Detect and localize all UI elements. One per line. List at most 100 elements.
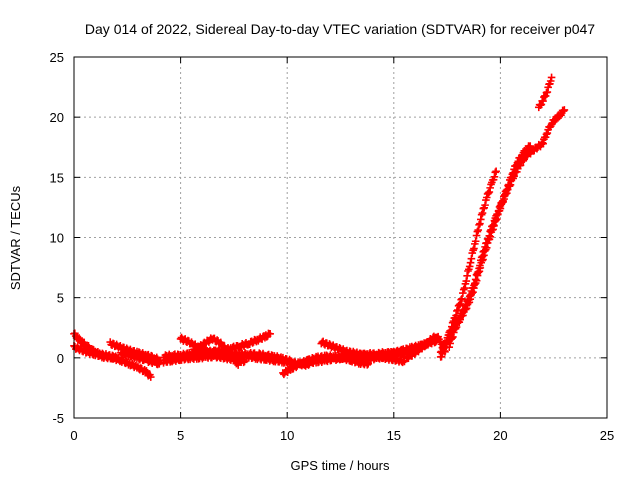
data-point [459,311,467,320]
data-point [560,106,569,114]
data-point [513,168,521,176]
data-point [484,189,493,197]
data-point [445,343,454,351]
data-point [499,198,507,206]
data-point [486,232,495,241]
data-point [493,210,502,219]
data-point [471,237,480,246]
x-tick-label: 20 [493,428,507,443]
data-point [472,276,481,285]
data-point [480,251,488,260]
data-point [492,216,500,225]
data-point [363,361,372,369]
x-tick-label: 5 [177,428,184,443]
data-point [459,289,467,297]
data-point [453,307,461,315]
series-arc20 [534,73,556,112]
y-tick-label: 10 [50,231,64,246]
series-arc18 [445,138,547,351]
data-point [510,172,518,181]
data-point [457,295,465,304]
data-point [492,167,500,176]
y-tick-label: 25 [50,50,64,65]
data-point [234,361,242,369]
data-point [502,189,511,198]
y-tick-label: 15 [50,170,64,185]
data-point [496,204,505,213]
data-point [478,256,486,265]
series-arc2 [70,341,155,381]
data-point [474,226,483,234]
data-point [475,267,484,276]
data-point [400,357,409,366]
data-point [456,300,465,308]
data-point [472,231,481,240]
data-point [463,272,471,280]
data-point [266,329,274,338]
data-point [469,288,477,297]
data-point [492,215,501,223]
data-point [468,289,476,297]
data-point [479,255,487,264]
y-tick-label: -5 [52,411,64,426]
data-point [491,168,500,177]
data-point [421,342,429,351]
data-point [452,323,461,331]
y-tick-label: 5 [57,291,64,306]
data-point [490,221,498,230]
series-arc15 [402,332,449,363]
data-point [478,209,487,217]
data-point [470,244,478,253]
data-point [466,258,475,267]
data-point [458,294,466,303]
y-tick-label: 20 [50,110,64,125]
data-point [489,175,498,184]
data-points [70,73,569,381]
data-point [486,184,494,192]
data-point [470,284,478,292]
data-point [506,180,515,189]
data-point [542,130,551,139]
data-point [465,298,474,307]
data-point [481,201,489,209]
data-point [461,305,470,314]
data-point [543,129,552,137]
data-point [485,188,494,196]
series-arc16 [436,167,500,361]
data-point [473,271,482,280]
data-point [446,339,454,348]
data-point [476,264,485,272]
data-point [475,221,483,229]
series-arc19 [539,106,569,148]
data-point [460,284,469,292]
data-point [539,139,547,148]
axis-ticks: 0 5 10 15 20 25 -5 0 5 10 15 20 25 [50,50,615,443]
data-point [489,225,497,234]
data-point [466,295,475,303]
x-tick-label: 15 [387,428,401,443]
data-point [476,219,484,228]
data-point [482,244,491,252]
data-point [474,268,483,276]
data-point [546,77,555,85]
data-point [146,373,155,381]
data-point [559,107,568,115]
data-point [500,195,508,203]
data-point [155,360,164,368]
x-tick-label: 25 [600,428,614,443]
data-point [449,333,457,341]
data-point [539,97,547,105]
data-point [490,172,499,181]
data-point [541,133,550,142]
x-tick-label: 0 [70,428,77,443]
x-tick-label: 10 [280,428,294,443]
data-point [462,304,471,313]
data-point [399,356,408,365]
data-point [543,88,552,96]
data-point [437,347,446,356]
data-point [462,277,471,285]
data-point [547,73,556,82]
data-point [240,357,249,366]
data-point [476,215,485,224]
